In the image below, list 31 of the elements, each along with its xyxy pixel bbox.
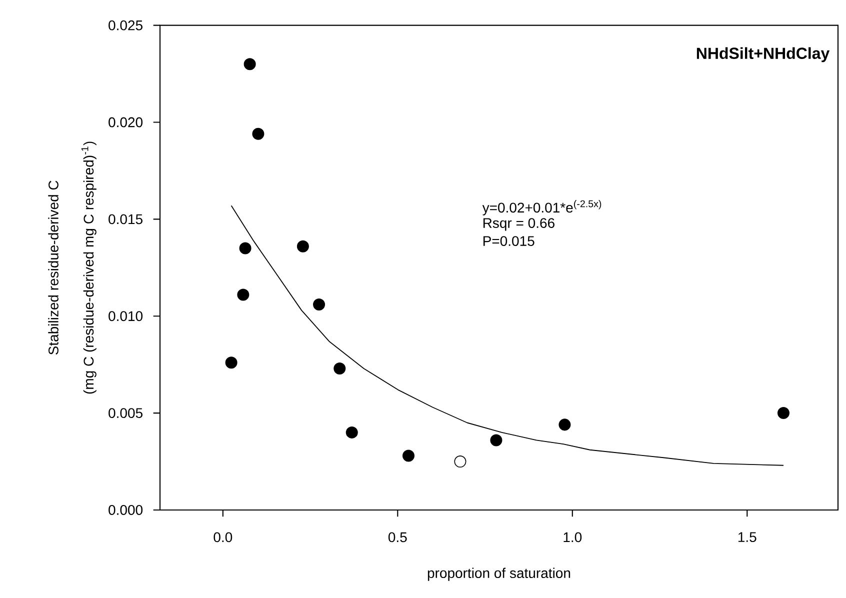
point — [244, 58, 256, 70]
text: NHdSilt+NHdClay — [696, 47, 830, 62]
y-tick-label: 0.010 — [108, 311, 143, 322]
point — [296, 240, 309, 252]
point — [252, 128, 264, 140]
y-axis-title: Stabilized residue-derived C — [48, 180, 58, 355]
point — [777, 407, 790, 420]
point — [402, 450, 414, 462]
point — [346, 426, 358, 438]
y-tick-label: 0.020 — [108, 117, 143, 128]
y-tick-label: 0.015 — [108, 214, 142, 224]
point — [454, 456, 466, 468]
annotation: Rsqr = 0.66 — [483, 218, 554, 231]
x-tick-label: 0.0 — [214, 532, 232, 542]
point — [239, 242, 252, 254]
text: (mg C (residue-derived mg C respired)$^{-1}$) — [81, 142, 96, 394]
x-axis-title: proportion of saturation — [428, 568, 570, 581]
annotation: P=0.015 — [483, 236, 534, 246]
point — [334, 362, 346, 374]
point — [237, 288, 250, 301]
y-tick-label: 0.025 — [108, 20, 142, 30]
point — [225, 356, 238, 369]
x-tick-label: 0.5 — [388, 532, 407, 542]
point — [313, 298, 326, 310]
annotation: y=0.02+0.01*e$^{(-2.5x)}$ — [482, 200, 602, 216]
x-tick-label: 1.0 — [564, 532, 582, 542]
x-tick-label: 1.5 — [738, 532, 756, 542]
point — [558, 418, 571, 431]
y-tick-label: 0.005 — [108, 408, 142, 418]
point — [490, 434, 502, 446]
y-tick-label: 0.000 — [108, 505, 143, 515]
